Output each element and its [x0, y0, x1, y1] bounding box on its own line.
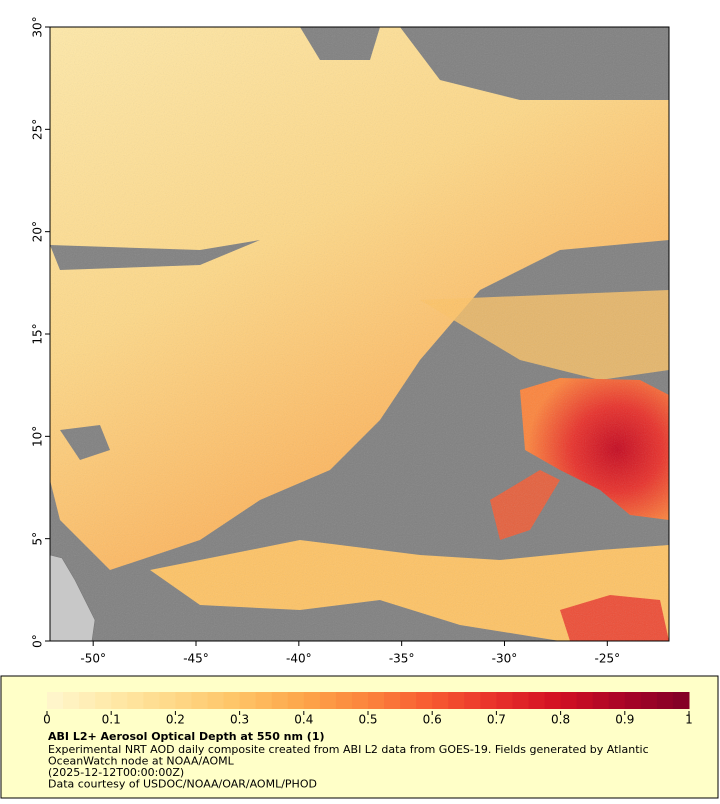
colorbar-tick-label: 0.4	[294, 713, 313, 727]
colorbar-segment	[303, 692, 321, 709]
y-tick-label: 10°	[31, 426, 45, 447]
colorbar-segment	[640, 692, 658, 709]
colorbar-tick-label: 0.7	[487, 713, 506, 727]
colorbar-segment	[496, 692, 513, 709]
colorbar-segment	[656, 692, 674, 709]
colorbar-segment	[480, 692, 497, 709]
colorbar-segment	[624, 692, 642, 709]
colorbar-segment	[207, 692, 225, 709]
colorbar-segment	[143, 692, 160, 709]
colorbar-segment	[335, 692, 353, 709]
texture	[50, 27, 669, 641]
colorbar-segment	[351, 692, 369, 709]
x-tick-label: -50°	[80, 652, 106, 666]
colorbar-segment	[239, 692, 257, 709]
note: (2025-12-12T00:00:00Z)	[48, 766, 184, 779]
note: OceanWatch node at NOAA/AOML	[48, 755, 235, 768]
colorbar-segment	[223, 692, 241, 709]
colorbar-segment	[400, 692, 417, 709]
colorbar-segment	[47, 692, 64, 709]
colorbar-segment	[672, 692, 690, 709]
colorbar-segment	[544, 692, 562, 709]
colorbar-segment	[512, 692, 529, 709]
colorbar-segment	[576, 692, 594, 709]
x-tick-label: -45°	[183, 652, 209, 666]
x-tick-label: -40°	[286, 652, 312, 666]
y-tick-label: 30°	[31, 16, 45, 37]
colorbar-segment	[448, 692, 465, 709]
note: Data courtesy of USDOC/NOAA/OAR/AOML/PHO…	[48, 778, 317, 791]
colorbar-segment	[528, 692, 546, 709]
y-tick-label: 0°	[31, 634, 45, 648]
colorbar-segment	[127, 692, 144, 709]
colorbar-segment	[432, 692, 449, 709]
map-image	[50, 27, 669, 641]
y-tick-label: 5°	[31, 532, 45, 546]
colorbar-segment	[368, 692, 385, 709]
colorbar-tick-label: 0.1	[102, 713, 121, 727]
colorbar-segment	[191, 692, 208, 709]
x-tick-label: -30°	[492, 652, 518, 666]
colorbar-tick-label: 0	[43, 713, 51, 727]
colorbar-tick-label: 0.2	[166, 713, 185, 727]
colorbar-segment	[255, 692, 273, 709]
colorbar-segment	[416, 692, 433, 709]
x-tick-label: -35°	[389, 652, 415, 666]
colorbar-segment	[79, 692, 96, 709]
colorbar-segment	[63, 692, 80, 709]
colorbar-tick-label: 0.8	[551, 713, 570, 727]
colorbar-tick-label: 0.3	[230, 713, 249, 727]
colorbar-tick-label: 1	[685, 713, 693, 727]
colorbar-segment	[464, 692, 481, 709]
colorbar-tick-label: 0.5	[358, 713, 377, 727]
land	[50, 554, 96, 641]
colorbar-segment	[592, 692, 610, 709]
colorbar-segment	[608, 692, 626, 709]
colorbar-segment	[111, 692, 128, 709]
y-tick-label: 15°	[31, 323, 45, 344]
colorbar-tick-label: 0.6	[423, 713, 442, 727]
colorbar-segment	[159, 692, 176, 709]
colorbar-segment	[287, 692, 305, 709]
colorbar-segment	[271, 692, 289, 709]
y-tick-label: 20°	[31, 221, 45, 242]
colorbar-segment	[175, 692, 192, 709]
title: ABI L2+ Aerosol Optical Depth at 550 nm …	[48, 730, 325, 743]
colorbar-segment	[384, 692, 401, 709]
colorbar-segment	[95, 692, 112, 709]
colorbar-tick-label: 0.9	[615, 713, 634, 727]
y-tick-label: 25°	[31, 119, 45, 140]
x-tick-label: -25°	[595, 652, 621, 666]
colorbar-segment	[319, 692, 337, 709]
colorbar-segment	[560, 692, 578, 709]
note: Experimental NRT AOD daily composite cre…	[48, 743, 649, 756]
